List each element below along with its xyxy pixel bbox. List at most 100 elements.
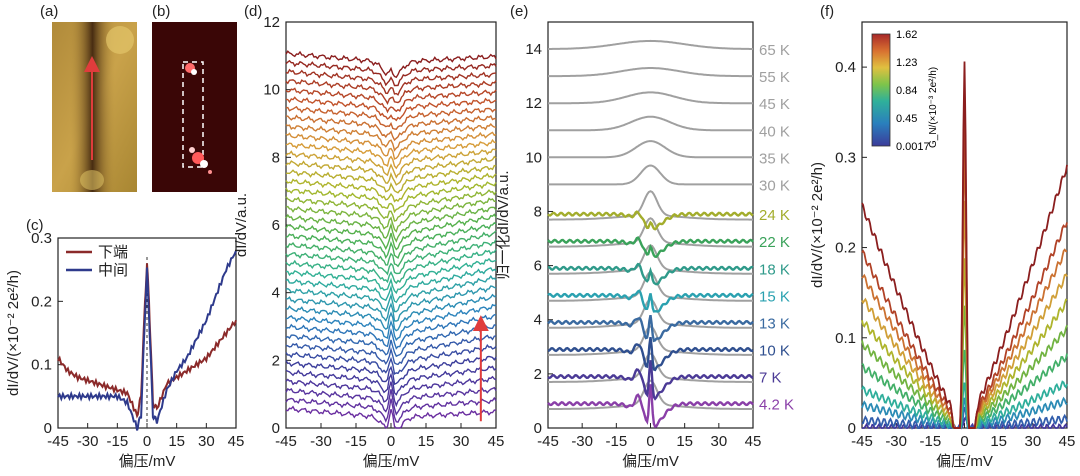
spectrum-line	[285, 343, 497, 375]
temperature-label: 10 K	[759, 343, 790, 360]
spectrum-line	[285, 314, 496, 350]
y-tick-label: 0	[272, 420, 280, 437]
y-axis-label: dI/dV/(×10⁻² 2e²/h)	[809, 162, 826, 288]
spectrum-line	[285, 355, 497, 386]
spectrum-line	[285, 105, 497, 130]
spectrum-line	[285, 213, 497, 251]
conductance-curve	[861, 349, 1068, 429]
temperature-curve	[547, 314, 754, 343]
panel-label-f: (f)	[820, 3, 834, 20]
spectrum-line	[285, 155, 497, 186]
x-tick-label: -15	[106, 433, 128, 450]
conductance-curve	[861, 258, 1068, 429]
x-tick-label: -30	[885, 433, 907, 450]
x-axis-label: 偏压/mV	[936, 453, 993, 470]
x-tick-label: 0	[143, 433, 151, 450]
y-tick-label: 0.3	[31, 230, 52, 247]
y-tick-label: 0	[44, 420, 52, 437]
chart-f: -45 -30 -15 0 15 30 45 0 0.1 0.2 0.3 0.4 偏压/mV dI/dV/…	[809, 21, 1075, 470]
x-tick-label: -45	[47, 433, 69, 450]
x-tick-label: 45	[228, 433, 245, 450]
y-tick-label: 0.2	[835, 240, 856, 257]
spectrum-line	[285, 50, 497, 79]
x-tick-label: -30	[571, 433, 593, 450]
colorbar-tick-label: 1.23	[896, 57, 917, 69]
y-tick-label: 6	[534, 258, 542, 275]
y-tick-label: 0	[848, 420, 856, 437]
spectrum-line	[285, 181, 497, 214]
y-tick-label: 2	[272, 352, 280, 369]
panel-label-c: (c)	[26, 217, 44, 234]
y-tick-label: 0.2	[31, 293, 52, 310]
conductance-curve	[861, 406, 1068, 430]
temperature-label: 24 K	[759, 207, 790, 224]
x-tick-label: -45	[537, 433, 559, 450]
x-tick-label: -15	[605, 433, 627, 450]
conductance-map-b	[152, 22, 237, 192]
x-tick-label: 15	[418, 433, 435, 450]
spectrum-line	[285, 375, 497, 408]
y-tick-label: 0.4	[835, 59, 856, 76]
normal-state-reference	[548, 379, 753, 410]
temperature-label: 40 K	[759, 123, 790, 140]
chart-d: -45 -30 -15 0 15 30 45 0 2 4 6 8 10 12 偏压/mV dI/dV/a.u.	[233, 14, 504, 470]
panel-label-b: (b)	[152, 3, 170, 20]
spectrum-line	[285, 365, 497, 396]
y-tick-label: 12	[525, 95, 542, 112]
spectrum-line	[285, 206, 497, 243]
temperature-label: 22 K	[759, 234, 790, 251]
spectrum-line	[285, 123, 496, 152]
x-tick-label: 30	[710, 433, 727, 450]
y-axis-label: dI/dV/a.u.	[233, 193, 250, 257]
x-axis-label: 偏压/mV	[622, 453, 679, 470]
spectrum-line	[285, 238, 497, 276]
spectrum-line	[285, 189, 497, 222]
spectrum-line	[285, 274, 497, 313]
x-tick-label: 45	[488, 433, 505, 450]
x-tick-label: 15	[168, 433, 185, 450]
spectrum-line	[285, 197, 496, 233]
spectrum-line	[285, 131, 497, 160]
y-tick-label: 4	[272, 285, 280, 302]
conductance-curve	[861, 396, 1068, 430]
panel-label-e: (e)	[510, 3, 528, 20]
temperature-curve	[547, 210, 754, 231]
temperature-curve	[548, 115, 753, 132]
normal-state-reference	[548, 325, 753, 356]
spectrum-line	[285, 221, 497, 260]
temperature-label: 55 K	[759, 69, 790, 86]
temperature-curve	[548, 140, 753, 159]
x-tick-label: 45	[745, 433, 762, 450]
conductance-curve	[861, 305, 1068, 429]
temperature-curve	[547, 262, 754, 286]
temperature-label: 18 K	[759, 261, 790, 278]
y-tick-label: 4	[534, 312, 542, 329]
temperature-curve	[547, 336, 754, 372]
spectrum-line	[285, 285, 497, 322]
normal-state-reference	[548, 352, 753, 383]
x-tick-label: -45	[275, 433, 297, 450]
x-axis-label: 偏压/mV	[363, 453, 420, 470]
x-tick-label: -15	[919, 433, 941, 450]
y-tick-label: 0	[534, 420, 542, 437]
temperature-label: 13 K	[759, 315, 790, 332]
y-tick-label: 12	[263, 14, 280, 31]
spectrum-line	[285, 68, 497, 96]
panel-label-d: (d)	[244, 3, 262, 20]
y-tick-label: 10	[525, 149, 542, 166]
y-tick-label: 0.1	[31, 357, 52, 374]
conductance-curve	[861, 380, 1068, 429]
spectrum-line	[285, 87, 497, 114]
spectrum-line	[285, 248, 497, 285]
temperature-curve	[548, 67, 753, 78]
series-line-middle	[57, 250, 237, 431]
y-tick-label: 8	[272, 149, 280, 166]
spectrum-line	[285, 96, 497, 122]
colorbar	[871, 33, 891, 147]
temperature-label: 45 K	[759, 96, 790, 113]
y-tick-label: 2	[534, 366, 542, 383]
spectrum-line	[285, 267, 497, 304]
y-tick-label: 0.1	[835, 330, 856, 347]
spectrum-line	[285, 59, 497, 87]
colorbar-tick-label: 0.45	[896, 113, 917, 125]
